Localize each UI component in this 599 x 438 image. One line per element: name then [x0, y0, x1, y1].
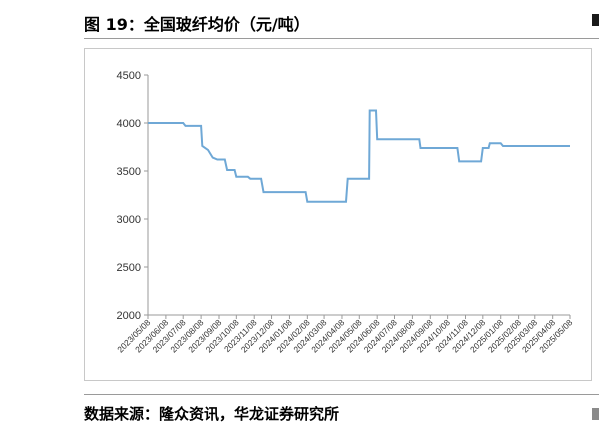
data-source-note: 数据来源：隆众资讯，华龙证券研究所 — [84, 405, 340, 423]
y-tick-label: 3500 — [117, 166, 141, 178]
y-tick-label: 2500 — [117, 262, 141, 274]
y-tick-label: 3000 — [117, 214, 141, 226]
source-divider — [84, 394, 599, 395]
y-tick-label: 4500 — [117, 70, 141, 82]
title-divider — [84, 38, 599, 39]
figure-title: 图 19：全国玻纤均价（元/吨） — [84, 15, 310, 34]
adjacent-page-glyph — [592, 14, 599, 26]
y-tick-label: 4000 — [117, 118, 141, 130]
adjacent-page-glyph-bottom — [592, 408, 599, 420]
y-tick-label: 2000 — [117, 310, 141, 322]
price-series-line — [148, 109, 570, 203]
chart-frame — [84, 48, 592, 381]
